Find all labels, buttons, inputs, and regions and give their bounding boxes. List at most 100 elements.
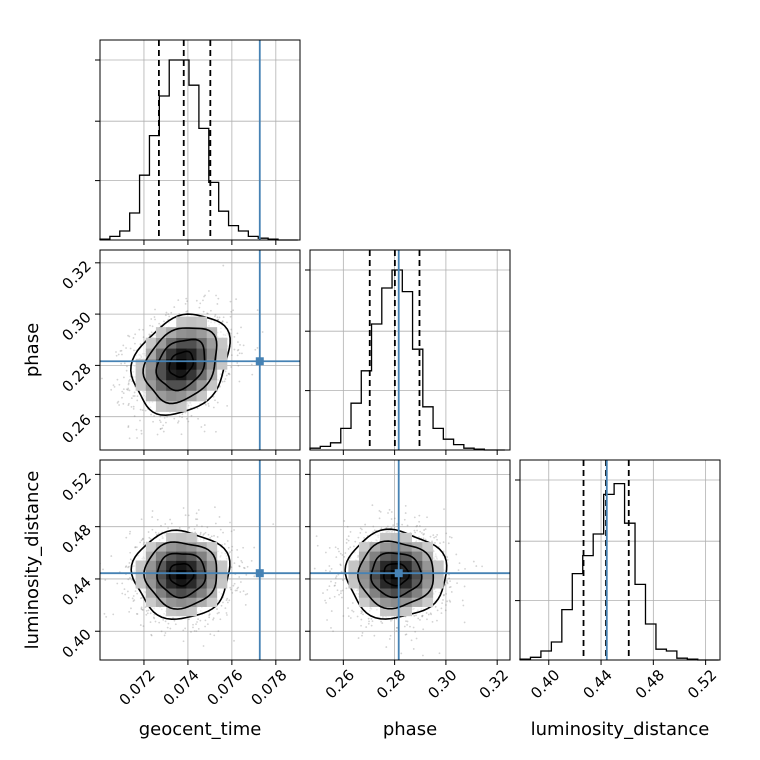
scatter-point bbox=[196, 524, 198, 526]
x-axis-label-luminosity_distance: luminosity_distance bbox=[531, 719, 710, 740]
scatter-point bbox=[207, 402, 210, 405]
scatter-point bbox=[136, 592, 139, 595]
scatter-point bbox=[158, 322, 161, 325]
scatter-point bbox=[324, 551, 327, 554]
scatter-point bbox=[125, 565, 128, 568]
histogram-step-phase bbox=[309, 269, 505, 451]
scatter-point bbox=[204, 625, 206, 628]
scatter-point bbox=[345, 542, 348, 544]
joint-panel-geocent_time-luminosity_distance bbox=[95, 459, 301, 665]
scatter-point bbox=[472, 560, 475, 563]
scatter-point bbox=[132, 600, 135, 603]
scatter-point bbox=[142, 328, 144, 331]
y-tick-label-phase: 0.28 bbox=[58, 359, 94, 395]
scatter-point bbox=[415, 614, 417, 617]
scatter-point bbox=[361, 611, 364, 613]
scatter-point bbox=[347, 548, 350, 550]
density-bin bbox=[380, 560, 391, 571]
y-tick-label-phase: 0.30 bbox=[58, 308, 94, 344]
scatter-point bbox=[140, 607, 143, 610]
scatter-point bbox=[418, 514, 421, 517]
joint-panel-phase-luminosity_distance bbox=[305, 459, 511, 665]
scatter-point bbox=[351, 602, 354, 604]
scatter-point bbox=[154, 308, 156, 311]
scatter-point bbox=[237, 341, 239, 343]
panel-frame bbox=[99, 249, 301, 451]
scatter-point bbox=[203, 424, 206, 426]
scatter-point bbox=[361, 634, 363, 637]
scatter-point bbox=[233, 335, 236, 338]
scatter-point bbox=[346, 525, 349, 528]
density-bin bbox=[186, 327, 197, 339]
scatter-point bbox=[418, 520, 421, 523]
scatter-point bbox=[347, 539, 350, 542]
scatter-point bbox=[431, 620, 434, 623]
scatter-point bbox=[404, 633, 407, 636]
density-bin bbox=[176, 358, 187, 370]
density-bin bbox=[390, 542, 402, 552]
scatter-point bbox=[396, 626, 398, 629]
density-bin bbox=[145, 597, 157, 607]
scatter-point bbox=[340, 592, 342, 595]
scatter-point bbox=[146, 612, 149, 615]
density-bin bbox=[186, 379, 197, 391]
scatter-point bbox=[236, 362, 239, 364]
scatter-point bbox=[112, 384, 115, 387]
x-axis-label-phase: phase bbox=[383, 719, 437, 740]
scatter-point bbox=[130, 405, 133, 408]
scatter-point bbox=[442, 599, 444, 601]
density-bin bbox=[411, 597, 423, 607]
scatter-point bbox=[113, 385, 116, 388]
scatter-point bbox=[445, 593, 448, 595]
scatter-point bbox=[229, 300, 232, 303]
scatter-point bbox=[464, 568, 466, 570]
scatter-point bbox=[403, 625, 406, 628]
scatter-point bbox=[396, 525, 399, 528]
scatter-point bbox=[415, 637, 418, 640]
scatter-point bbox=[413, 529, 416, 532]
scatter-point bbox=[143, 541, 145, 544]
histogram-panel-phase bbox=[305, 249, 511, 455]
scatter-point bbox=[356, 615, 359, 618]
scatter-point bbox=[448, 577, 451, 580]
scatter-point bbox=[436, 609, 439, 612]
scatter-point bbox=[226, 614, 228, 616]
scatter-point bbox=[178, 415, 181, 418]
scatter-point bbox=[406, 623, 409, 626]
scatter-point bbox=[121, 353, 123, 356]
x-tick-label-luminosity_distance: 0.52 bbox=[684, 666, 720, 702]
scatter-point bbox=[365, 531, 367, 534]
scatter-point bbox=[195, 299, 198, 302]
density-bin bbox=[401, 542, 413, 552]
histogram-step-luminosity_distance bbox=[519, 482, 719, 661]
scatter-point bbox=[145, 610, 148, 612]
scatter-point bbox=[446, 556, 449, 558]
scatter-point bbox=[228, 599, 231, 602]
scatter-point bbox=[188, 526, 191, 529]
scatter-point bbox=[163, 320, 165, 323]
scatter-point bbox=[101, 377, 103, 380]
scatter-point bbox=[128, 380, 130, 382]
scatter-point bbox=[413, 615, 416, 617]
density-bin bbox=[166, 542, 177, 552]
density-bin bbox=[358, 588, 370, 598]
scatter-point bbox=[449, 586, 452, 588]
scatter-point bbox=[462, 604, 465, 607]
scatter-point bbox=[328, 585, 331, 588]
scatter-point bbox=[133, 599, 136, 601]
density-bin bbox=[206, 337, 218, 349]
scatter-point bbox=[455, 553, 458, 556]
scatter-point bbox=[443, 593, 445, 596]
scatter-point bbox=[152, 616, 155, 619]
scatter-point bbox=[406, 620, 409, 623]
scatter-point bbox=[167, 622, 170, 625]
scatter-point bbox=[129, 576, 131, 579]
scatter-point bbox=[335, 556, 338, 558]
scatter-point bbox=[170, 311, 173, 314]
scatter-point bbox=[422, 628, 425, 631]
density-bin bbox=[145, 369, 157, 381]
density-bin bbox=[216, 348, 228, 360]
scatter-point bbox=[121, 582, 124, 585]
scatter-point bbox=[345, 538, 348, 541]
scatter-point bbox=[404, 512, 407, 514]
